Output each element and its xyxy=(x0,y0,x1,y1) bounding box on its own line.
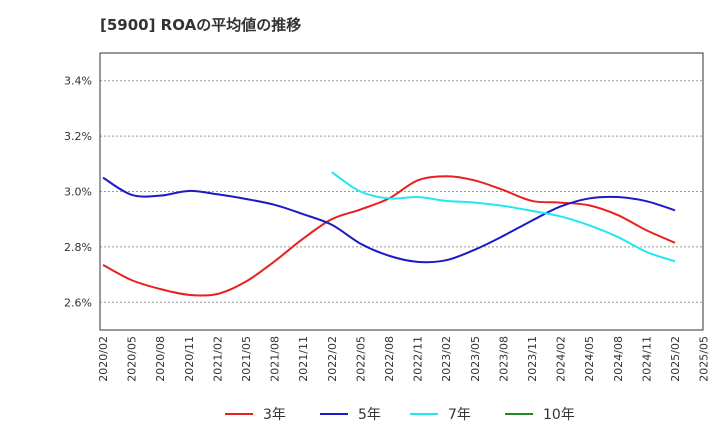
series-line-1 xyxy=(102,175,676,297)
chart-title: [5900] ROAの平均値の推移 xyxy=(100,16,302,34)
legend: 3年 5年 7年 10年 xyxy=(225,407,575,423)
x-tick-label: 2023/11 xyxy=(526,336,539,382)
y-tick-label: 3.0% xyxy=(64,186,92,199)
legend-label: 5年 xyxy=(358,407,381,423)
series-lines xyxy=(102,171,676,297)
y-axis-ticks: 2.6% 2.8% 3.0% 3.2% 3.4% xyxy=(64,75,92,310)
plot-frame xyxy=(99,52,704,331)
x-tick-label: 2024/02 xyxy=(555,336,568,382)
x-tick-label: 2021/02 xyxy=(211,336,224,382)
x-tick-label: 2022/05 xyxy=(354,336,367,382)
x-tick-label: 2020/05 xyxy=(126,336,139,382)
legend-label: 3年 xyxy=(263,407,286,423)
legend-label: 10年 xyxy=(543,407,575,423)
x-tick-label: 2022/11 xyxy=(412,336,425,382)
x-tick-label: 2022/02 xyxy=(326,336,339,382)
x-tick-label: 2021/11 xyxy=(297,336,310,382)
x-tick-label: 2020/11 xyxy=(183,336,196,382)
x-tick-label: 2020/08 xyxy=(154,336,167,382)
x-tick-label: 2021/08 xyxy=(269,336,282,382)
x-tick-label: 2022/08 xyxy=(383,336,396,382)
x-tick-label: 2024/08 xyxy=(612,336,625,382)
x-tick-label: 2021/05 xyxy=(240,336,253,382)
series-line-3 xyxy=(331,171,676,263)
y-tick-label: 3.2% xyxy=(64,130,92,143)
x-axis-ticks: 2020/02 2020/05 2020/08 2020/11 2021/02 2021/… xyxy=(97,336,711,382)
x-tick-label: 2024/11 xyxy=(640,336,653,382)
y-tick-label: 2.6% xyxy=(64,296,92,309)
x-tick-label: 2025/02 xyxy=(669,336,682,382)
x-tick-label: 2023/02 xyxy=(440,336,453,382)
y-tick-label: 2.8% xyxy=(64,241,92,254)
series-line-2 xyxy=(102,176,676,264)
x-tick-label: 2023/05 xyxy=(469,336,482,382)
x-tick-label: 2020/02 xyxy=(97,336,110,382)
legend-label: 7年 xyxy=(448,407,471,423)
x-tick-label: 2025/05 xyxy=(698,336,711,382)
x-tick-label: 2023/08 xyxy=(497,336,510,382)
y-tick-label: 3.4% xyxy=(64,75,92,88)
x-tick-label: 2024/05 xyxy=(583,336,596,382)
